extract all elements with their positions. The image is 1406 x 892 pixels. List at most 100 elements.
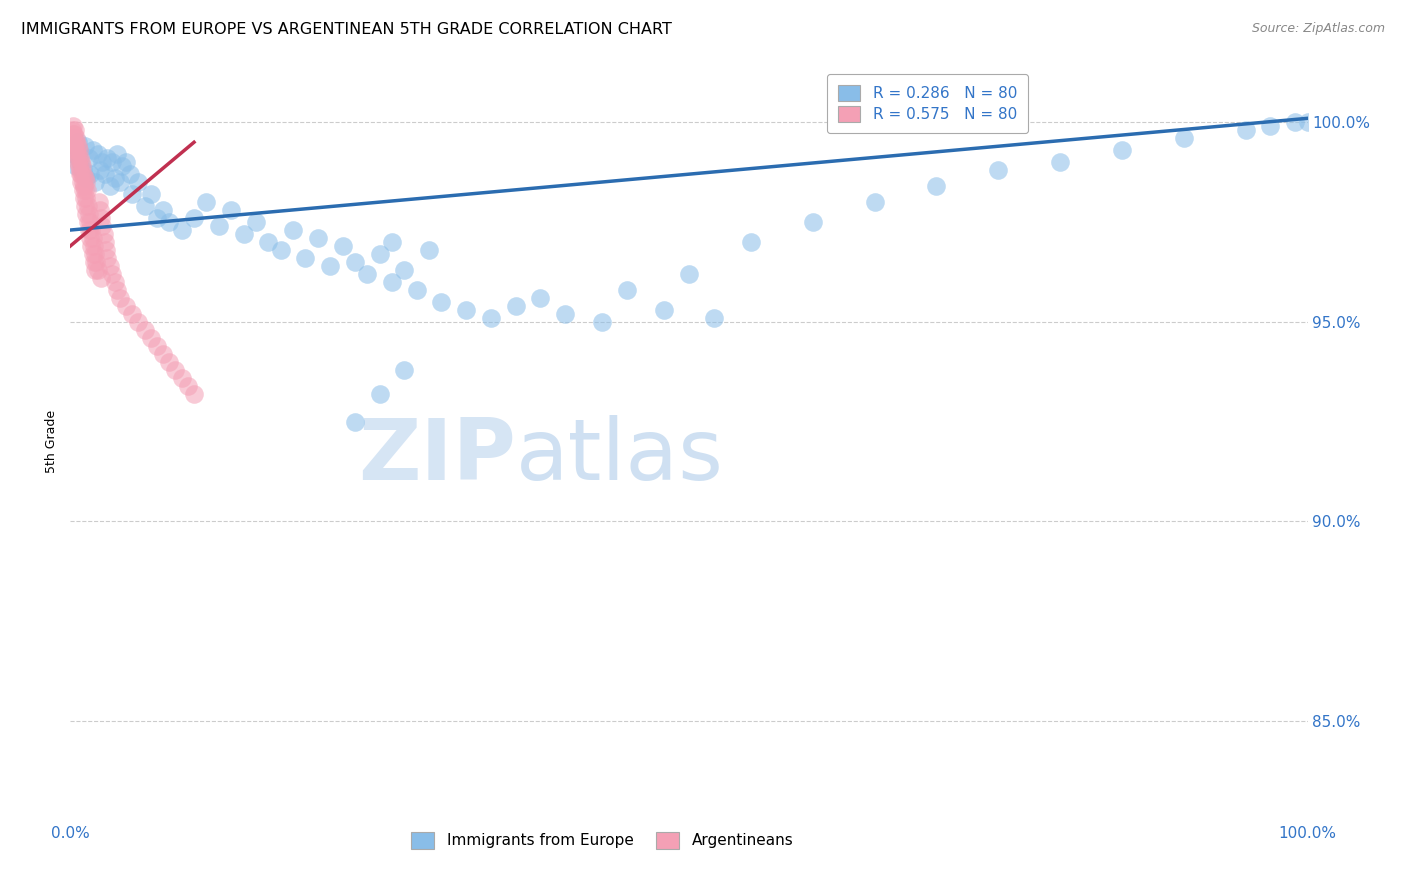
Point <box>108 291 131 305</box>
Point <box>1234 123 1257 137</box>
Point <box>77 223 100 237</box>
Point <box>67 159 90 173</box>
Point <box>104 275 127 289</box>
Point <box>84 247 107 261</box>
Point <box>72 163 94 178</box>
Point <box>863 195 886 210</box>
Point <box>69 155 91 169</box>
Point <box>801 215 824 229</box>
Point <box>65 135 87 149</box>
Point <box>66 151 89 165</box>
Point <box>381 275 404 289</box>
Point <box>987 163 1010 178</box>
Point <box>529 291 551 305</box>
Point <box>1296 115 1319 129</box>
Point <box>1173 131 1195 145</box>
Point <box>65 143 87 157</box>
Point <box>82 231 104 245</box>
Point <box>257 235 280 249</box>
Point <box>79 167 101 181</box>
Point <box>63 139 86 153</box>
Point <box>381 235 404 249</box>
Point <box>66 135 89 149</box>
Point <box>294 251 316 265</box>
Point <box>101 155 124 169</box>
Point <box>105 147 128 161</box>
Point <box>98 179 121 194</box>
Point <box>1260 120 1282 134</box>
Point <box>75 199 97 213</box>
Point <box>96 251 118 265</box>
Point <box>195 195 218 210</box>
Point <box>67 155 90 169</box>
Point <box>70 167 93 181</box>
Point <box>368 386 391 401</box>
Point <box>678 267 700 281</box>
Point <box>66 139 89 153</box>
Legend: Immigrants from Europe, Argentineans: Immigrants from Europe, Argentineans <box>405 826 800 855</box>
Point <box>105 283 128 297</box>
Point <box>72 175 94 189</box>
Point <box>96 151 118 165</box>
Point <box>115 155 138 169</box>
Point <box>89 163 111 178</box>
Point <box>79 231 101 245</box>
Point <box>93 227 115 241</box>
Point <box>77 151 100 165</box>
Point <box>90 211 112 225</box>
Point <box>72 183 94 197</box>
Point <box>418 243 440 257</box>
Point <box>139 331 162 345</box>
Point <box>170 223 193 237</box>
Point <box>65 143 87 157</box>
Point <box>245 215 267 229</box>
Point <box>69 151 91 165</box>
Point <box>270 243 292 257</box>
Point <box>86 263 108 277</box>
Point <box>479 310 502 325</box>
Point <box>134 199 156 213</box>
Point <box>1111 143 1133 157</box>
Point <box>108 175 131 189</box>
Point <box>96 243 118 257</box>
Point <box>183 211 205 225</box>
Point <box>91 155 114 169</box>
Point <box>87 195 110 210</box>
Point <box>118 167 141 181</box>
Point <box>505 299 527 313</box>
Point <box>75 175 97 189</box>
Point <box>73 171 96 186</box>
Point <box>368 247 391 261</box>
Point <box>1284 115 1306 129</box>
Point <box>75 139 97 153</box>
Point <box>343 255 366 269</box>
Point <box>70 175 93 189</box>
Point <box>62 128 84 142</box>
Point <box>75 191 97 205</box>
Point <box>89 203 111 218</box>
Point <box>157 215 180 229</box>
Point <box>98 259 121 273</box>
Point <box>63 123 86 137</box>
Point <box>65 131 87 145</box>
Point <box>94 167 117 181</box>
Point <box>80 223 103 237</box>
Point <box>616 283 638 297</box>
Point <box>430 294 453 309</box>
Point <box>177 378 200 392</box>
Point <box>72 167 94 181</box>
Point <box>740 235 762 249</box>
Point <box>76 215 98 229</box>
Y-axis label: 5th Grade: 5th Grade <box>45 410 59 473</box>
Point <box>394 362 416 376</box>
Text: IMMIGRANTS FROM EUROPE VS ARGENTINEAN 5TH GRADE CORRELATION CHART: IMMIGRANTS FROM EUROPE VS ARGENTINEAN 5T… <box>21 22 672 37</box>
Point <box>115 299 138 313</box>
Point <box>83 255 105 269</box>
Point <box>356 267 378 281</box>
Point <box>80 239 103 253</box>
Point <box>73 191 96 205</box>
Point <box>60 123 83 137</box>
Point <box>554 307 576 321</box>
Point <box>208 219 231 233</box>
Point <box>170 370 193 384</box>
